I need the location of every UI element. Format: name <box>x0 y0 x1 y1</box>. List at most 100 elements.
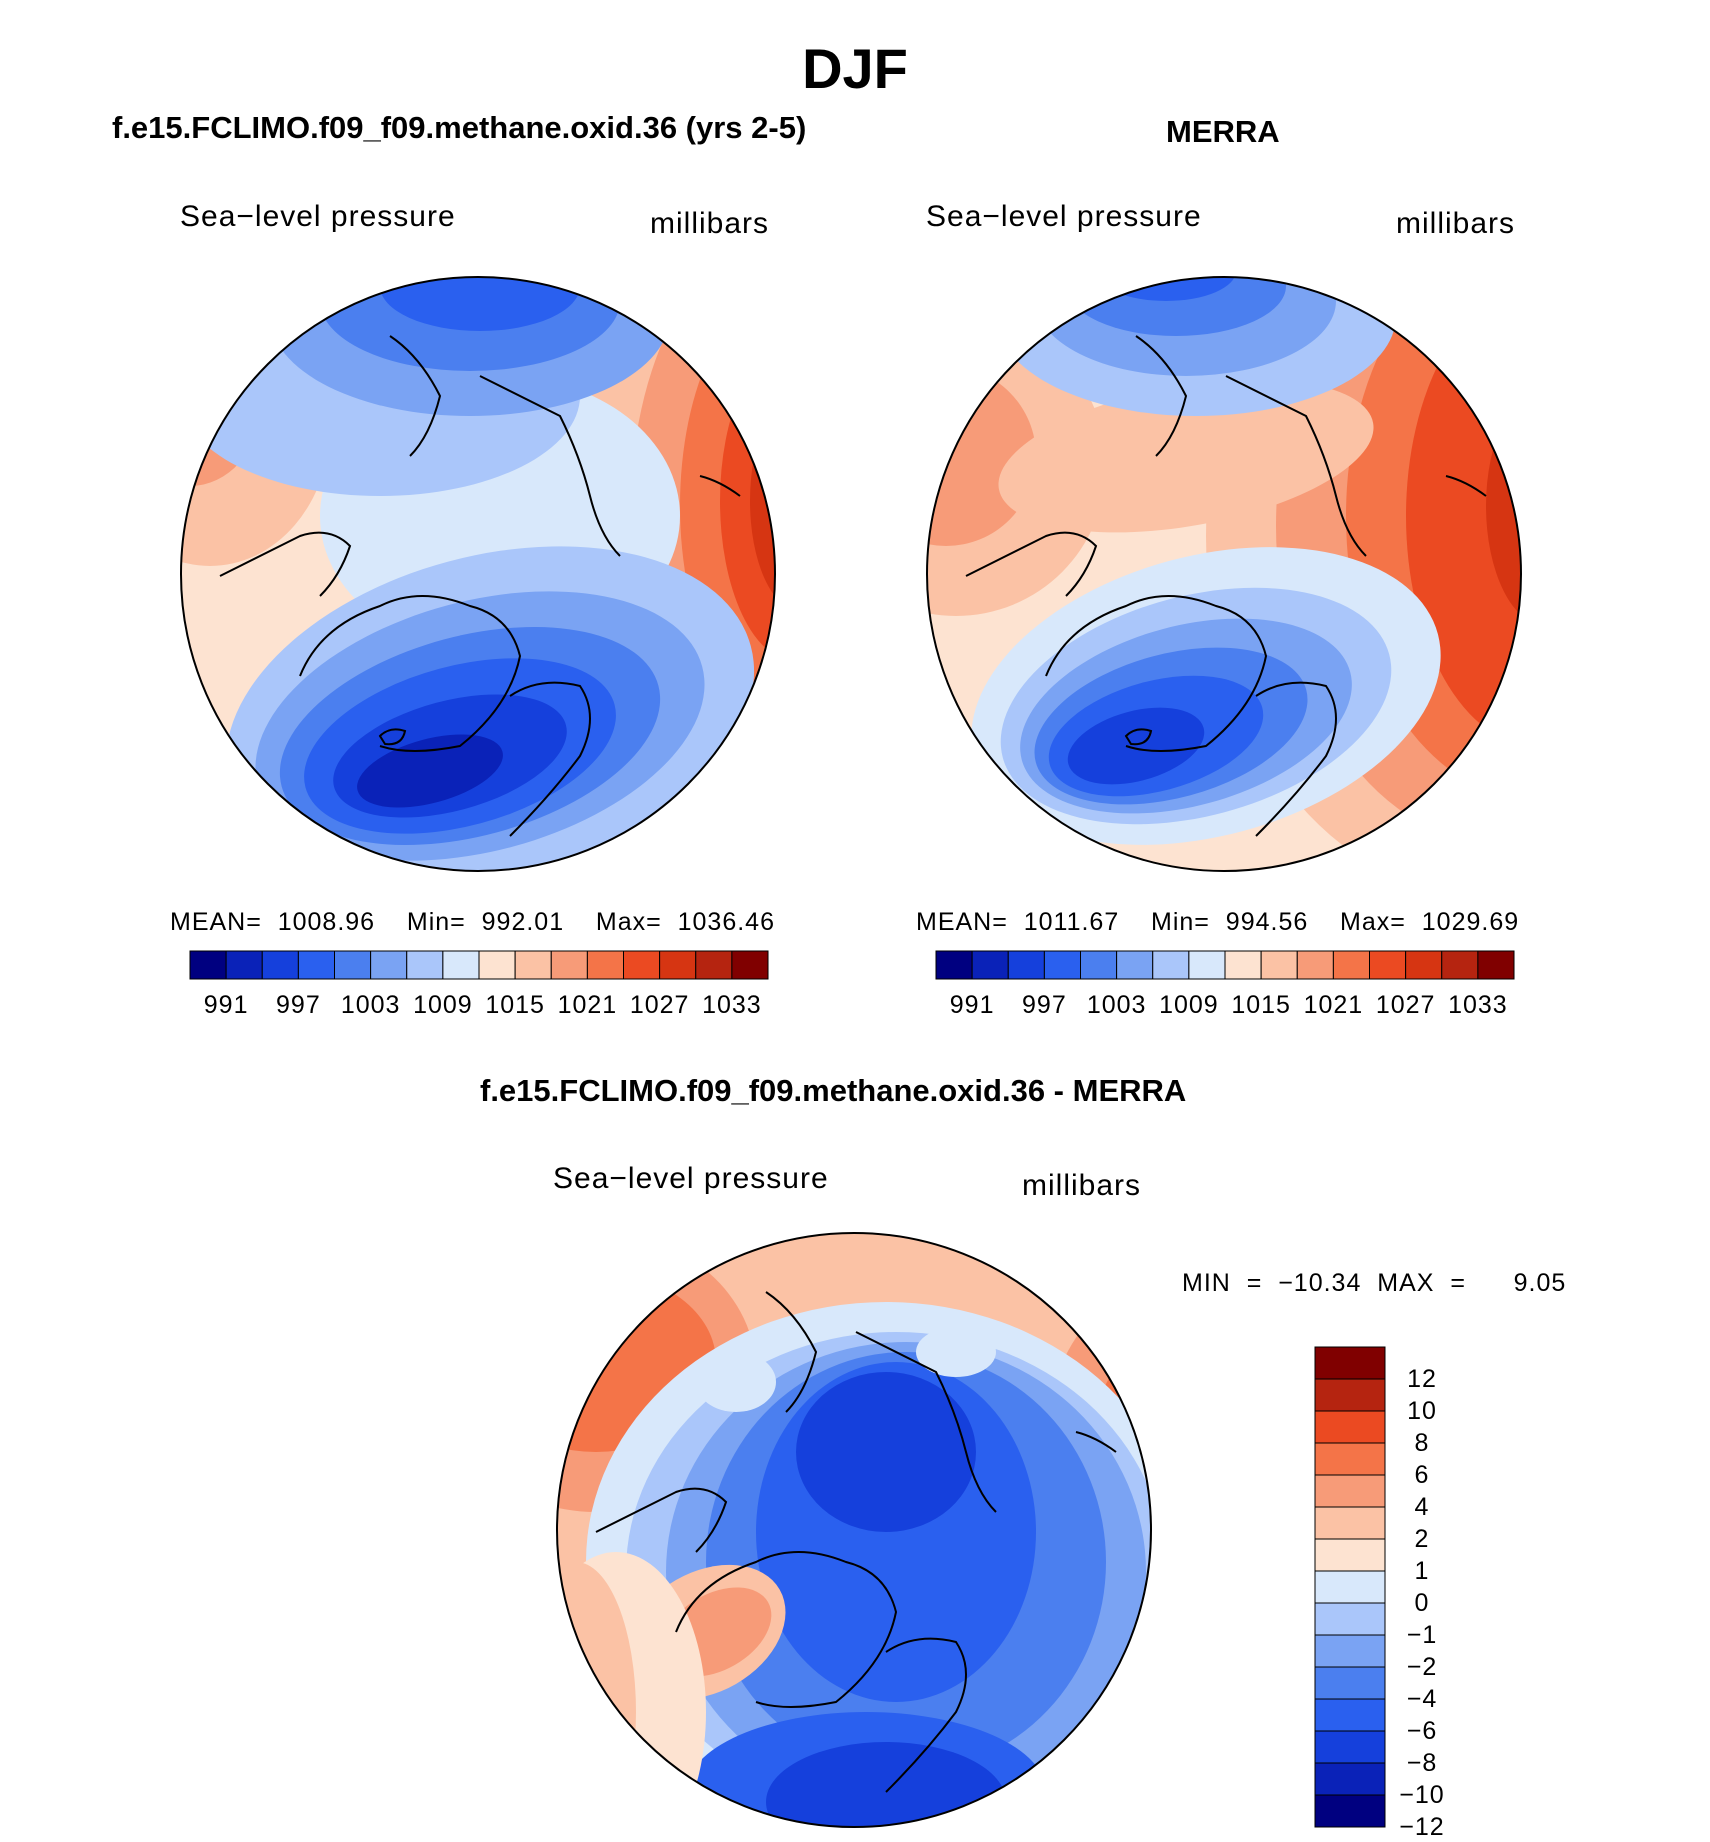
colorbar-tick-label: 12 <box>1407 1365 1437 1393</box>
obs-variable-label: Sea−level pressure <box>926 200 1202 233</box>
model-panel-title: f.e15.FCLIMO.f09_f09.methane.oxid.36 (yr… <box>112 110 807 145</box>
colorbar-tick-label: 1 <box>1414 1557 1430 1585</box>
colorbar-swatch <box>1043 950 1082 980</box>
colorbar-swatch <box>731 950 769 980</box>
model-colorbar-ticks: 991 997 1003 1009 1015 1021 1027 1033 <box>190 991 768 1021</box>
colorbar-swatch <box>189 950 227 980</box>
colorbar-swatch <box>1314 1442 1386 1476</box>
colorbar-swatch <box>1152 950 1190 980</box>
colorbar-swatch <box>1314 1602 1386 1636</box>
colorbar-tick-label: 1009 <box>413 991 473 1019</box>
model-stats: MEAN= 1008.96 Min= 992.01 Max= 1036.46 <box>170 908 775 936</box>
colorbar-tick-label: 6 <box>1414 1461 1430 1489</box>
diff-panel-title: f.e15.FCLIMO.f09_f09.methane.oxid.36 - M… <box>480 1073 1187 1108</box>
colorbar-swatch <box>1314 1794 1386 1828</box>
colorbar-tick-label: 1021 <box>557 991 618 1019</box>
colorbar-tick-label: 997 <box>1022 991 1067 1019</box>
colorbar-swatch <box>1314 1410 1386 1444</box>
colorbar-tick-label: 991 <box>949 991 995 1019</box>
diff-polar-map <box>556 1232 1152 1828</box>
colorbar-swatch <box>261 950 299 980</box>
colorbar-swatch <box>1314 1698 1386 1732</box>
colorbar-tick-label: 1015 <box>485 991 545 1019</box>
colorbar-swatch <box>1477 950 1515 980</box>
colorbar-swatch <box>1332 950 1371 980</box>
colorbar-swatch <box>334 950 372 980</box>
colorbar-tick-label: 1003 <box>1086 991 1147 1019</box>
obs-units-label: millibars <box>1396 207 1516 240</box>
colorbar-swatch <box>1369 950 1407 980</box>
colorbar-tick-label: 997 <box>276 991 321 1019</box>
colorbar-swatch <box>442 950 480 980</box>
colorbar-swatch <box>1314 1538 1386 1572</box>
colorbar-tick-label: 1003 <box>340 991 401 1019</box>
colorbar-tick-label: 4 <box>1414 1493 1430 1521</box>
colorbar-tick-label: 1027 <box>629 991 690 1019</box>
colorbar-swatch <box>1314 1346 1386 1380</box>
colorbar-swatch <box>1314 1570 1386 1604</box>
colorbar-swatch <box>1314 1378 1386 1412</box>
colorbar-swatch <box>1314 1634 1386 1668</box>
colorbar-swatch <box>1188 950 1226 980</box>
colorbar-tick-label: 8 <box>1414 1429 1430 1457</box>
model-colorbar <box>189 950 769 980</box>
colorbar-swatch <box>971 950 1009 980</box>
colorbar-swatch <box>1314 1666 1386 1700</box>
colorbar-swatch <box>1441 950 1479 980</box>
colorbar-swatch <box>225 950 263 980</box>
colorbar-tick-label: −6 <box>1406 1717 1438 1745</box>
colorbar-swatch <box>1116 950 1154 980</box>
colorbar-tick-label: −4 <box>1406 1685 1438 1713</box>
colorbar-tick-label: −8 <box>1406 1749 1438 1777</box>
diff-colorbar <box>1314 1346 1386 1828</box>
colorbar-swatch <box>1224 950 1262 980</box>
colorbar-tick-label: 1033 <box>702 991 762 1019</box>
colorbar-swatch <box>1080 950 1118 980</box>
colorbar-swatch <box>586 950 625 980</box>
page-title: DJF <box>802 37 908 100</box>
model-polar-map <box>180 276 776 872</box>
colorbar-swatch <box>623 950 661 980</box>
model-variable-label: Sea−level pressure <box>180 200 456 233</box>
colorbar-swatch <box>1007 950 1045 980</box>
colorbar-swatch <box>1314 1730 1386 1764</box>
model-units-label: millibars <box>650 207 770 240</box>
colorbar-swatch <box>406 950 444 980</box>
colorbar-swatch <box>478 950 516 980</box>
obs-colorbar-ticks: 991 997 1003 1009 1015 1021 1027 1033 <box>936 991 1514 1021</box>
colorbar-tick-label: 2 <box>1414 1525 1430 1553</box>
diff-stats: MIN = −10.34 MAX = 9.05 <box>1182 1269 1567 1297</box>
colorbar-swatch <box>1314 1762 1386 1796</box>
obs-panel-title: MERRA <box>1166 114 1280 149</box>
diff-colorbar-ticks: 12 10 8 6 4 2 1 0 −1 −2 −4 −6 −8 −10 −12 <box>1392 1347 1482 1841</box>
colorbar-tick-label: −1 <box>1406 1621 1438 1649</box>
colorbar-swatch <box>1314 1474 1386 1508</box>
colorbar-swatch <box>297 950 336 980</box>
obs-colorbar <box>935 950 1515 980</box>
colorbar-swatch <box>370 950 408 980</box>
colorbar-tick-label: 0 <box>1414 1589 1430 1617</box>
colorbar-swatch <box>659 950 697 980</box>
colorbar-swatch <box>1296 950 1334 980</box>
diff-units-label: millibars <box>1022 1169 1142 1202</box>
colorbar-swatch <box>514 950 552 980</box>
colorbar-tick-label: 1009 <box>1159 991 1219 1019</box>
colorbar-tick-label: 1015 <box>1231 991 1291 1019</box>
colorbar-tick-label: −2 <box>1406 1653 1438 1681</box>
colorbar-swatch <box>1314 1506 1386 1540</box>
colorbar-tick-label: 991 <box>203 991 249 1019</box>
colorbar-swatch <box>935 950 973 980</box>
obs-polar-map <box>926 276 1522 872</box>
colorbar-tick-label: −12 <box>1399 1813 1445 1841</box>
colorbar-tick-label: 1021 <box>1303 991 1364 1019</box>
diff-variable-label: Sea−level pressure <box>553 1162 829 1195</box>
colorbar-tick-label: −10 <box>1399 1781 1445 1809</box>
colorbar-swatch <box>1260 950 1298 980</box>
colorbar-tick-label: 1033 <box>1448 991 1508 1019</box>
colorbar-tick-label: 10 <box>1407 1397 1437 1425</box>
colorbar-swatch <box>1405 950 1443 980</box>
colorbar-swatch <box>550 950 588 980</box>
colorbar-tick-label: 1027 <box>1375 991 1436 1019</box>
colorbar-swatch <box>695 950 733 980</box>
obs-stats: MEAN= 1011.67 Min= 994.56 Max= 1029.69 <box>916 908 1520 936</box>
